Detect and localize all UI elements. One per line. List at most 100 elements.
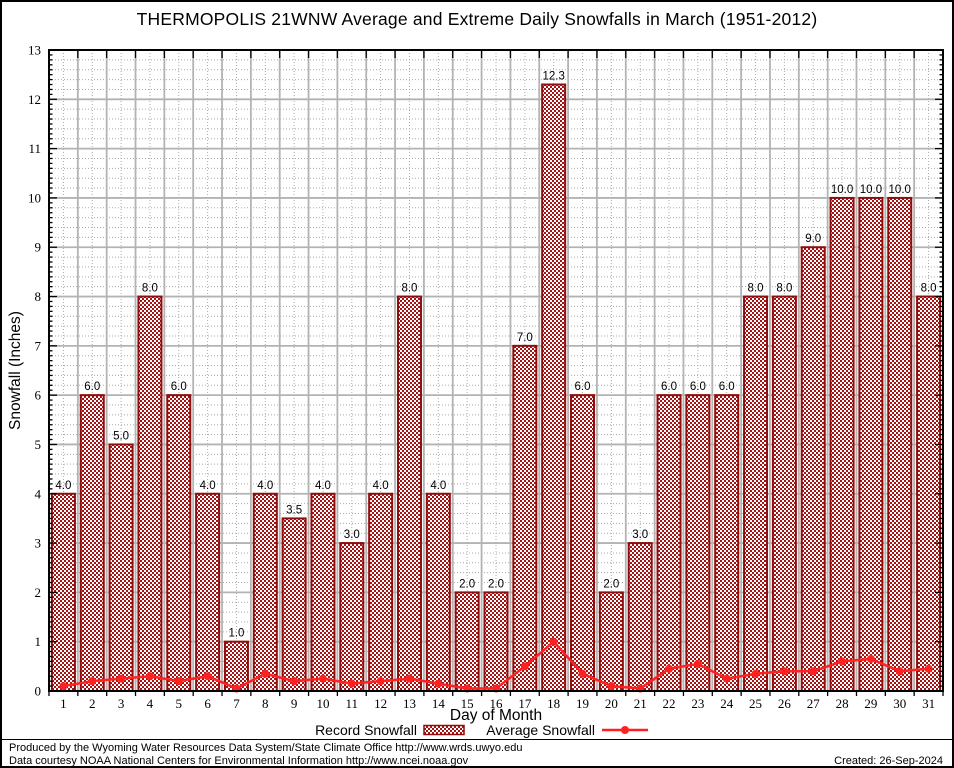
bar-value-label-day-1: 4.0 bbox=[55, 480, 71, 492]
record-bar-day-2 bbox=[79, 394, 105, 692]
average-marker-day-19 bbox=[578, 669, 587, 678]
x-tick-labels: 1 2 3 4 5 6 7 8 9 10 11 12 13 14 15 16 17 18 19 20 21 22 23 24 2… bbox=[60, 696, 935, 711]
x-tick-label-17: 17 bbox=[518, 696, 532, 711]
x-tick-label-31: 31 bbox=[922, 696, 935, 711]
record-snowfall-bars bbox=[50, 83, 942, 693]
record-bar-day-13 bbox=[396, 295, 422, 692]
bar-value-label-day-8: 4.0 bbox=[257, 480, 273, 492]
record-bar-day-19 bbox=[570, 394, 596, 692]
record-bar-day-25 bbox=[743, 295, 769, 692]
x-tick-label-12: 12 bbox=[374, 696, 387, 711]
x-tick-label-2: 2 bbox=[89, 696, 96, 711]
y-tick-label-13: 13 bbox=[28, 43, 41, 58]
x-tick-label-23: 23 bbox=[691, 696, 704, 711]
bar-value-label-day-7: 1.0 bbox=[228, 628, 244, 640]
record-bar-day-24 bbox=[714, 394, 740, 692]
x-tick-label-10: 10 bbox=[316, 696, 329, 711]
average-marker-day-9 bbox=[290, 677, 299, 686]
average-marker-day-14 bbox=[434, 679, 443, 688]
average-marker-day-17 bbox=[520, 662, 529, 671]
record-bar-day-21 bbox=[627, 542, 653, 692]
average-marker-day-28 bbox=[838, 657, 847, 666]
record-bar-day-11 bbox=[339, 542, 365, 692]
average-marker-day-24 bbox=[722, 674, 731, 683]
bar-value-label-day-4: 8.0 bbox=[142, 283, 158, 295]
average-marker-day-30 bbox=[895, 667, 904, 676]
x-tick-label-29: 29 bbox=[864, 696, 877, 711]
footer-created-date: Created: 26-Sep-2024 bbox=[834, 755, 943, 767]
bar-value-label-day-29: 10.0 bbox=[860, 184, 882, 196]
y-tick-label-5: 5 bbox=[35, 437, 42, 452]
bar-value-label-day-12: 4.0 bbox=[373, 480, 389, 492]
bar-value-label-day-27: 9.0 bbox=[805, 233, 821, 245]
x-tick-label-7: 7 bbox=[233, 696, 240, 711]
footer-produced-by: Produced by the Wyoming Water Resources … bbox=[9, 742, 523, 754]
bar-value-label-day-13: 8.0 bbox=[401, 283, 417, 295]
x-tick-label-3: 3 bbox=[118, 696, 125, 711]
average-marker-day-26 bbox=[780, 667, 789, 676]
x-tick-label-16: 16 bbox=[490, 696, 504, 711]
bar-value-label-day-20: 2.0 bbox=[603, 578, 619, 590]
bar-value-label-day-26: 8.0 bbox=[776, 283, 792, 295]
x-tick-label-24: 24 bbox=[720, 696, 734, 711]
y-tick-label-4: 4 bbox=[35, 486, 42, 501]
bar-value-labels: 4.0 6.0 5.0 8.0 6.0 4.0 1.0 4.0 3.5 4.0 3.0 4.0 8.0 4… bbox=[55, 71, 936, 640]
record-bar-day-4 bbox=[137, 295, 163, 692]
record-bar-day-16 bbox=[483, 591, 509, 693]
y-tick-label-11: 11 bbox=[28, 141, 41, 156]
y-tick-label-1: 1 bbox=[35, 634, 42, 649]
record-bar-day-15 bbox=[454, 591, 480, 693]
bar-value-label-day-30: 10.0 bbox=[889, 184, 911, 196]
record-bar-day-26 bbox=[771, 295, 797, 692]
record-bar-day-29 bbox=[858, 196, 884, 693]
average-marker-day-18 bbox=[549, 637, 558, 646]
average-marker-day-13 bbox=[405, 674, 414, 683]
chart-title: THERMOPOLIS 21WNW Average and Extreme Da… bbox=[136, 9, 818, 29]
record-bar-day-30 bbox=[887, 196, 913, 693]
y-tick-label-10: 10 bbox=[28, 190, 41, 205]
average-marker-day-27 bbox=[809, 667, 818, 676]
x-tick-label-19: 19 bbox=[576, 696, 589, 711]
x-tick-label-27: 27 bbox=[807, 696, 821, 711]
record-bar-day-14 bbox=[425, 492, 451, 692]
y-tick-label-12: 12 bbox=[28, 92, 41, 107]
bar-value-label-day-31: 8.0 bbox=[921, 283, 937, 295]
x-axis-title: Day of Month bbox=[450, 707, 542, 724]
average-marker-day-1 bbox=[59, 682, 68, 691]
bar-value-label-day-28: 10.0 bbox=[831, 184, 853, 196]
bar-value-label-day-22: 6.0 bbox=[661, 381, 677, 393]
average-marker-day-8 bbox=[261, 669, 270, 678]
bar-value-label-day-6: 4.0 bbox=[200, 480, 216, 492]
record-bar-day-5 bbox=[166, 394, 192, 692]
bar-value-label-day-18: 12.3 bbox=[542, 71, 564, 83]
average-marker-day-22 bbox=[665, 664, 674, 673]
y-tick-label-9: 9 bbox=[35, 240, 42, 255]
bar-value-label-day-14: 4.0 bbox=[430, 480, 446, 492]
record-bar-day-9 bbox=[281, 517, 307, 693]
snowfall-chart: 4.0 6.0 5.0 8.0 6.0 4.0 1.0 4.0 3.5 4.0 3.0 4.0 8.0 4… bbox=[7, 43, 944, 738]
record-bar-day-17 bbox=[512, 344, 538, 692]
legend: Record Snowfall Average Snowfall bbox=[315, 722, 648, 738]
x-tick-label-6: 6 bbox=[204, 696, 211, 711]
x-tick-label-14: 14 bbox=[432, 696, 446, 711]
footer-data-courtesy: Data courtesy NOAA National Centers for … bbox=[9, 755, 469, 767]
bar-value-label-day-5: 6.0 bbox=[171, 381, 187, 393]
record-bar-day-27 bbox=[800, 246, 826, 692]
bar-value-label-day-15: 2.0 bbox=[459, 578, 475, 590]
average-marker-day-20 bbox=[607, 682, 616, 691]
x-tick-label-15: 15 bbox=[461, 696, 474, 711]
legend-swatch-record-snowfall bbox=[423, 724, 465, 736]
average-marker-day-4 bbox=[145, 672, 154, 681]
y-tick-label-0: 0 bbox=[35, 684, 42, 699]
y-tick-label-7: 7 bbox=[35, 338, 42, 353]
x-tick-label-1: 1 bbox=[60, 696, 67, 711]
record-bar-day-10 bbox=[310, 492, 336, 692]
record-bar-day-3 bbox=[108, 443, 134, 693]
average-marker-day-29 bbox=[866, 654, 875, 663]
bar-value-label-day-21: 3.0 bbox=[632, 529, 648, 541]
bar-value-label-day-2: 6.0 bbox=[84, 381, 100, 393]
y-tick-label-2: 2 bbox=[35, 585, 42, 600]
x-tick-label-18: 18 bbox=[547, 696, 560, 711]
x-tick-label-22: 22 bbox=[663, 696, 676, 711]
